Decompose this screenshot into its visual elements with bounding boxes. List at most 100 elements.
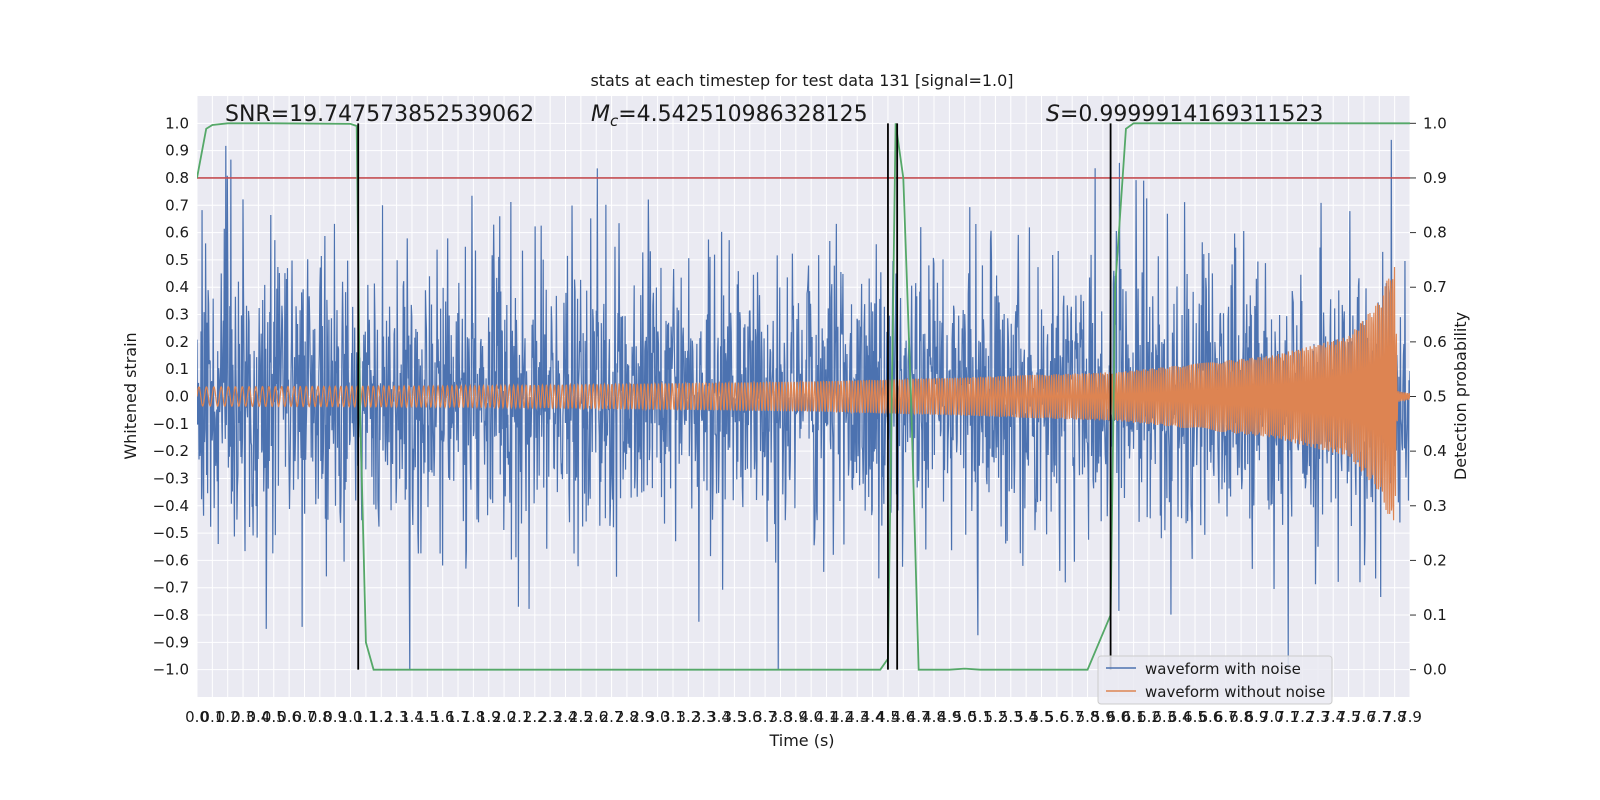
legend-label-clean: waveform without noise xyxy=(1145,683,1325,701)
y-left-tick-label: 0.9 xyxy=(165,142,189,160)
score-symbol: S xyxy=(1046,102,1060,127)
x-tick-label: 7.4 xyxy=(1321,708,1345,726)
x-tick-label: 6.5 xyxy=(1183,708,1207,726)
y-right-tick-label: 0.2 xyxy=(1423,551,1447,569)
y-right-tick-label: 0.0 xyxy=(1423,661,1447,679)
x-tick-label: 0.1 xyxy=(200,708,224,726)
x-tick-label: 2.9 xyxy=(630,708,654,726)
y-left-tick-label: −0.1 xyxy=(153,415,189,433)
chirp-mass-annotation: Mc=4.542510986328125 xyxy=(591,102,868,130)
y-left-tick-label: −0.4 xyxy=(153,497,189,515)
x-tick-label: 4.7 xyxy=(907,708,931,726)
snr-annotation: SNR=19.747573852539062 xyxy=(225,102,534,127)
series-waveform-without-noise xyxy=(197,266,1410,521)
y-right-tick-label: 0.1 xyxy=(1423,606,1447,624)
y-left-tick-label: 0.2 xyxy=(165,333,189,351)
x-tick-label: 5.7 xyxy=(1060,708,1084,726)
y-left-tick-label: 1.0 xyxy=(165,114,189,132)
y-left-tick-label: −0.5 xyxy=(153,524,189,542)
x-tick-label: 0.2 xyxy=(216,708,240,726)
y-left-tick-label: −0.2 xyxy=(153,442,189,460)
y-right-tick-label: 0.7 xyxy=(1423,278,1447,296)
x-axis-ticks: 0.00.10.20.30.40.50.60.70.80.91.01.11.21… xyxy=(185,708,1422,726)
score-value: =0.9999914169311523 xyxy=(1060,102,1323,127)
x-tick-label: 1.8 xyxy=(461,708,485,726)
y-left-tick-label: −1.0 xyxy=(153,661,189,679)
x-tick-label: 2.5 xyxy=(569,708,593,726)
x-tick-label: 2.6 xyxy=(584,708,608,726)
y-right-tick-label: 0.9 xyxy=(1423,169,1447,187)
legend-label-noise: waveform with noise xyxy=(1145,660,1301,678)
x-tick-label: 1.3 xyxy=(385,708,409,726)
y-axis-left-label: Whitened strain xyxy=(121,332,140,459)
x-tick-label: 6.1 xyxy=(1122,708,1146,726)
x-tick-label: 5.5 xyxy=(1030,708,1054,726)
y-left-tick-label: −0.6 xyxy=(153,551,189,569)
y-left-tick-label: 0.3 xyxy=(165,306,189,324)
x-tick-label: 0.8 xyxy=(308,708,332,726)
y-right-tick-label: 0.8 xyxy=(1423,224,1447,242)
y-left-tick-label: 0.6 xyxy=(165,224,189,242)
x-tick-label: 7.2 xyxy=(1291,708,1315,726)
x-tick-label: 3.7 xyxy=(753,708,777,726)
y-left-tick-label: 0.4 xyxy=(165,278,189,296)
chirp-mass-symbol: M xyxy=(591,102,610,127)
x-tick-label: 1.1 xyxy=(354,708,378,726)
y-left-tick-label: −0.7 xyxy=(153,579,189,597)
x-tick-label: 1.9 xyxy=(477,708,501,726)
x-tick-label: 6.2 xyxy=(1137,708,1161,726)
y-left-tick-label: 0.5 xyxy=(165,251,189,269)
x-tick-label: 3.9 xyxy=(784,708,808,726)
x-tick-label: 4.5 xyxy=(876,708,900,726)
y-left-tick-label: 0.1 xyxy=(165,360,189,378)
x-tick-label: 6.0 xyxy=(1106,708,1130,726)
x-tick-label: 7.5 xyxy=(1337,708,1361,726)
x-tick-label: 6.3 xyxy=(1152,708,1176,726)
x-tick-label: 7.9 xyxy=(1398,708,1422,726)
x-tick-label: 6.8 xyxy=(1229,708,1253,726)
x-tick-label: 0.7 xyxy=(293,708,317,726)
x-tick-label: 7.7 xyxy=(1367,708,1391,726)
x-tick-label: 4.9 xyxy=(937,708,961,726)
x-tick-label: 4.2 xyxy=(830,708,854,726)
y-right-tick-label: 0.6 xyxy=(1423,333,1447,351)
x-tick-label: 2.0 xyxy=(492,708,516,726)
y-left-tick-label: 0.7 xyxy=(165,196,189,214)
plot-area xyxy=(197,122,1410,671)
x-tick-label: 3.6 xyxy=(738,708,762,726)
x-tick-label: 0.5 xyxy=(262,708,286,726)
x-tick-label: 5.6 xyxy=(1045,708,1069,726)
x-tick-label: 3.5 xyxy=(722,708,746,726)
x-tick-label: 4.4 xyxy=(861,708,885,726)
x-tick-label: 4.0 xyxy=(799,708,823,726)
x-tick-label: 5.2 xyxy=(984,708,1008,726)
x-tick-label: 1.7 xyxy=(446,708,470,726)
x-tick-label: 7.1 xyxy=(1275,708,1299,726)
y-axis-right-ticks: 1.0 0.9 0.8 0.7 0.6 0.5 0.4 0.3 0.2 0.1 0.0 xyxy=(1410,114,1447,679)
x-tick-label: 5.0 xyxy=(953,708,977,726)
x-tick-label: 4.8 xyxy=(922,708,946,726)
y-right-tick-label: 0.4 xyxy=(1423,442,1447,460)
x-tick-label: 4.6 xyxy=(891,708,915,726)
x-tick-label: 2.4 xyxy=(554,708,578,726)
x-tick-label: 6.4 xyxy=(1168,708,1192,726)
chirp-mass-subscript: c xyxy=(610,112,619,130)
x-tick-label: 0.9 xyxy=(323,708,347,726)
x-tick-label: 1.6 xyxy=(431,708,455,726)
x-tick-label: 1.5 xyxy=(415,708,439,726)
x-tick-label: 0.6 xyxy=(277,708,301,726)
x-tick-label: 1.4 xyxy=(400,708,424,726)
y-left-tick-label: −0.8 xyxy=(153,606,189,624)
x-tick-label: 1.2 xyxy=(369,708,393,726)
x-tick-label: 1.0 xyxy=(339,708,363,726)
x-tick-label: 0.0 xyxy=(185,708,209,726)
x-tick-label: 2.2 xyxy=(523,708,547,726)
x-tick-label: 6.7 xyxy=(1214,708,1238,726)
series-detection-probability xyxy=(197,122,1410,671)
y-axis-right-label: Detection probability xyxy=(1451,312,1470,480)
y-right-tick-label: 0.5 xyxy=(1423,388,1447,406)
x-tick-label: 0.4 xyxy=(246,708,270,726)
x-tick-label: 4.1 xyxy=(815,708,839,726)
x-tick-label: 3.2 xyxy=(676,708,700,726)
x-tick-label: 3.3 xyxy=(692,708,716,726)
